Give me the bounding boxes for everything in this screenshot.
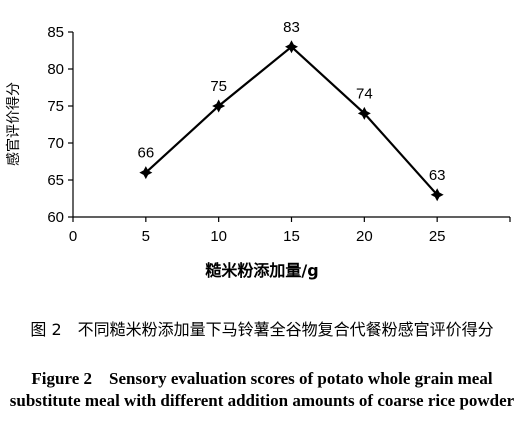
x-tick-label: 25 — [429, 228, 446, 245]
y-tick-label: 60 — [47, 209, 64, 226]
y-axis-title: 感官评价得分 — [5, 82, 22, 166]
figure-caption-chinese: 图 2 不同糙米粉添加量下马铃薯全谷物复合代餐粉感官评价得分 — [30, 320, 494, 339]
x-tick-label: 10 — [210, 228, 227, 245]
x-tick-label: 0 — [69, 228, 77, 245]
x-tick-label: 15 — [283, 228, 300, 245]
data-point-marker — [430, 188, 444, 202]
y-tick-label: 85 — [47, 24, 64, 41]
y-tick-label: 70 — [47, 135, 64, 152]
data-label: 74 — [356, 85, 373, 102]
data-point-marker — [139, 166, 153, 180]
x-tick-label: 20 — [356, 228, 373, 245]
data-label: 83 — [283, 19, 300, 36]
data-label: 75 — [210, 78, 227, 95]
x-tick-label: 5 — [142, 228, 150, 245]
data-point-marker — [285, 40, 298, 54]
y-tick-label: 65 — [47, 172, 64, 189]
line-chart: 60 65 70 75 80 85 0 5 10 15 20 25 66 75 83 74 63 糙米粉添加… — [5, 19, 511, 280]
figure-caption-english: Figure 2 Sensory evaluation scores of po… — [9, 369, 515, 410]
data-point-marker — [357, 106, 371, 120]
data-point-marker — [212, 99, 226, 113]
x-axis-title: 糙米粉添加量/g — [205, 261, 318, 280]
y-tick-label: 75 — [47, 98, 64, 115]
data-label: 63 — [429, 167, 446, 184]
series-line — [145, 45, 438, 196]
data-label: 66 — [137, 145, 154, 162]
y-tick-label: 80 — [47, 61, 64, 78]
